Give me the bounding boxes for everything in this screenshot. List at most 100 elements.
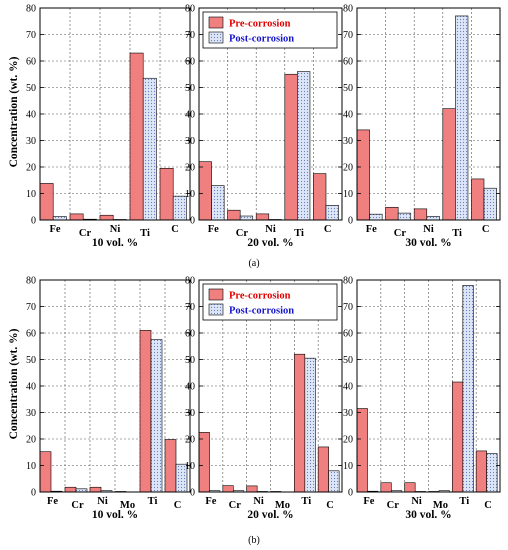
panel-title: 30 vol. % [405,237,451,249]
bar-pre-ni [404,482,416,493]
y-tick-label: 50 [185,83,195,94]
bar-post-cr [239,215,254,221]
x-tick-label-ni: Ni [97,496,108,507]
bar-pre-ti [129,52,144,221]
x-tick-label-mo: Mo [120,500,135,511]
bar-pre-fe [39,183,54,221]
bar-post-ti [455,15,469,221]
y-tick-label: 30 [185,136,195,147]
bar-pre-c [159,168,174,221]
bar-post-fe [369,213,383,221]
y-tick-label: 10 [185,461,195,472]
y-tick-label: 30 [185,408,195,419]
legend: Pre-corrosion Post-corrosion [202,11,338,49]
y-tick-label: 50 [185,355,195,366]
x-tick-label-c: C [482,224,490,235]
y-tick-label: 10 [343,461,353,472]
y-tick-label: 50 [343,83,353,94]
bar-post-fe [211,185,225,221]
y-tick-label: 70 [343,302,353,313]
bar-pre-cr [69,213,84,221]
x-tick-label-c: C [484,500,492,511]
y-tick-label: 0 [190,216,195,227]
legend-swatch-post [208,31,224,44]
bar-pre-cr [380,482,392,493]
chart-panel-b-3: 0 10 20 30 40 50 60 70 80 Fe Cr Ni Mo Ti C 30 vol. % [343,276,501,521]
bar-pre-cr [227,209,241,221]
y-tick-label: 40 [26,110,36,121]
y-tick-label: 10 [26,189,36,200]
bar-pre-fe [198,432,210,493]
x-tick-label-c: C [174,500,182,511]
y-tick-label: 0 [31,488,36,499]
x-tick-label-cr: Cr [387,500,400,511]
y-tick-label: 80 [185,276,195,287]
bar-pre-cr [222,485,234,493]
legend: Pre-corrosion Post-corrosion [202,283,338,321]
x-tick-label-fe: Fe [363,496,374,507]
x-tick-label-fe: Fe [208,224,219,235]
x-tick-label-cr: Cr [236,228,249,239]
bar-post-c [328,470,340,493]
y-tick-label: 30 [343,408,353,419]
panel-title: 20 vol. % [247,237,293,249]
y-tick-label: 40 [185,110,195,121]
figure-label-a: (a) [248,258,259,269]
y-tick-label: 80 [185,4,195,15]
panel-title: 10 vol. % [92,509,138,521]
y-tick-label: 70 [185,302,195,313]
x-tick-label-ti: Ti [140,228,150,239]
y-tick-label: 10 [343,189,353,200]
x-tick-label-ti: Ti [148,496,158,507]
y-tick-label: 20 [185,435,195,446]
x-tick-label-mo: Mo [275,500,290,511]
bar-pre-ti [442,108,456,221]
x-tick-label-ni: Ni [253,496,264,507]
bar-post-ti [462,284,474,493]
bar-pre-fe [198,161,212,221]
y-tick-label: 80 [26,276,36,287]
y-tick-label: 70 [26,30,36,41]
bar-post-ti [304,357,316,493]
legend-label-pre: Pre-corrosion [229,291,291,302]
y-tick-label: 20 [26,163,36,174]
y-tick-label: 60 [26,57,36,68]
y-tick-label: 20 [26,435,36,446]
bar-pre-c [475,450,487,493]
y-axis-label-b: Concentration (wt. %) [8,328,20,439]
bar-pre-ni [246,485,258,493]
legend-swatch-pre [208,288,224,301]
y-tick-label: 70 [26,302,36,313]
x-tick-label-ni: Ni [411,496,422,507]
bar-pre-ni [255,213,270,221]
y-tick-label: 50 [343,355,353,366]
bar-post-c [483,187,497,221]
y-tick-label: 0 [348,488,353,499]
y-tick-label: 40 [343,110,353,121]
y-tick-label: 60 [343,57,353,68]
chart-panel-a-2: 0 10 20 30 40 50 60 70 80 Fe Cr Ni Ti C 20 vol. % Pre-c… [185,4,343,249]
panel-title: 30 vol. % [405,509,451,521]
x-tick-label-fe: Fe [49,224,60,235]
bar-post-c [486,453,498,493]
bar-post-ni [426,215,440,221]
bar-post-cr [397,212,412,221]
bar-pre-ti [284,73,298,221]
y-tick-label: 40 [185,382,195,393]
x-tick-label-mo: Mo [433,500,448,511]
bar-pre-ni [99,214,114,221]
legend-swatch-pre [208,16,224,29]
legend-box [202,11,338,49]
bar-pre-ni [89,486,102,493]
y-tick-label: 30 [26,136,36,147]
legend-label-post: Post-corrosion [229,34,294,45]
y-tick-label: 0 [348,216,353,227]
chart-panel-a-1: 0 10 20 30 40 50 60 70 80 Fe Cr Ni Ti C 10 vol. % [26,4,191,249]
bar-pre-ti [452,381,464,493]
bar-pre-fe [356,408,368,493]
x-tick-label-ni: Ni [110,224,121,235]
y-tick-label: 60 [26,329,36,340]
x-tick-label-cr: Cr [79,228,92,239]
y-tick-label: 80 [343,4,353,15]
chart-panel-b-1: 0 10 20 30 40 50 60 70 80 Fe Cr Ni Mo Ti C 10 vol. % [26,276,191,521]
